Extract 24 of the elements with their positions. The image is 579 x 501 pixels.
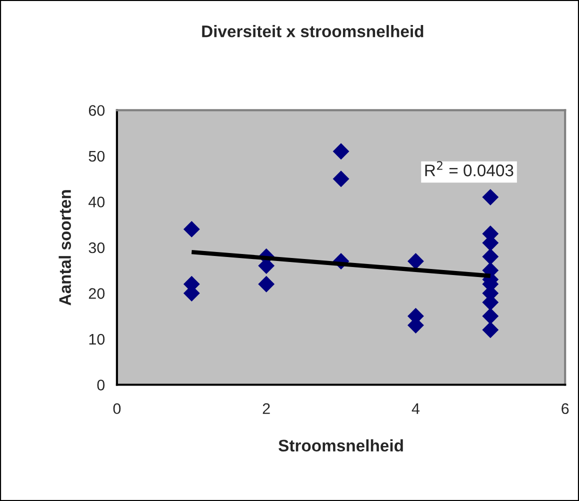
point	[482, 248, 499, 265]
y-tick-label: 60	[88, 105, 105, 116]
x-tick-label: 2	[262, 403, 270, 414]
y-tick-label: 0	[97, 380, 105, 390]
point	[258, 276, 275, 292]
y-tick-label: 50	[88, 150, 105, 162]
x-tick-label: 4	[412, 403, 420, 414]
y-tick-label: 20	[88, 288, 105, 299]
chart-title: Diversiteit x stroomsnelheid	[202, 25, 424, 38]
x-axis-title: Stroomsnelheid	[278, 439, 403, 452]
point	[482, 188, 499, 206]
y-axis-title: Aantal soorten	[58, 190, 71, 306]
point	[183, 220, 200, 238]
point	[482, 322, 499, 338]
x-tick-label: 6	[562, 403, 569, 414]
y-tick-label: 30	[88, 242, 105, 254]
x-tick-label: 0	[113, 403, 121, 414]
point	[332, 143, 350, 160]
point	[332, 170, 350, 188]
point	[408, 253, 424, 270]
annotation: R$^{2}$ = 0.0403	[425, 161, 514, 176]
y-tick-label: 40	[88, 196, 105, 208]
y-tick-label: 10	[89, 334, 105, 345]
point	[482, 308, 499, 324]
